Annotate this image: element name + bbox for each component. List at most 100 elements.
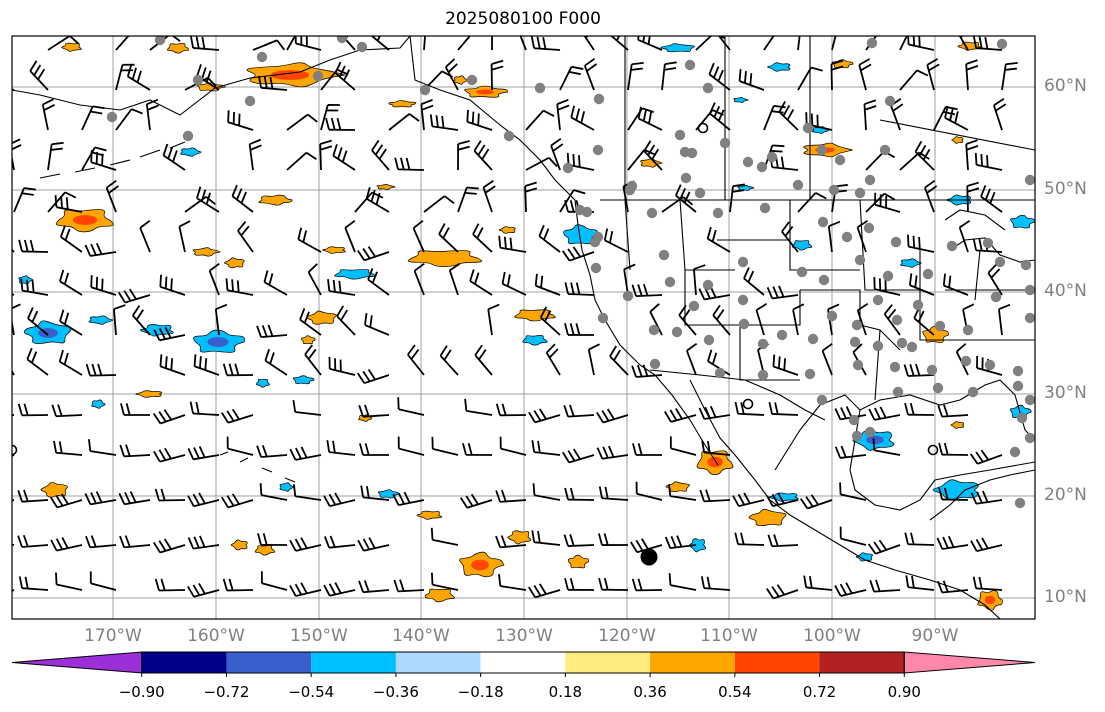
colorbar-segment bbox=[311, 652, 396, 673]
wind-barb bbox=[661, 61, 677, 91]
station-marker bbox=[312, 70, 324, 82]
wind-barb bbox=[59, 309, 83, 336]
wind-barb bbox=[393, 579, 425, 593]
station-marker bbox=[852, 359, 864, 371]
wind-barb bbox=[610, 36, 629, 51]
station-marker bbox=[984, 359, 996, 371]
colorbar-segment bbox=[734, 652, 820, 673]
colorbar-tick-label: 0.54 bbox=[718, 683, 752, 701]
station-marker bbox=[1014, 497, 1026, 509]
latitude-label: 20°N bbox=[1044, 485, 1087, 505]
wind-barb bbox=[17, 534, 49, 548]
coastline-segment bbox=[574, 199, 656, 376]
station-marker bbox=[816, 394, 828, 406]
positive-anomaly-area bbox=[322, 246, 346, 254]
wind-barb bbox=[495, 535, 527, 549]
wind-barb bbox=[498, 235, 527, 253]
station-marker bbox=[807, 333, 819, 345]
station-marker bbox=[154, 36, 166, 46]
negative-anomaly-area bbox=[292, 375, 315, 385]
wind-barb bbox=[323, 582, 356, 597]
wind-barb bbox=[115, 108, 144, 131]
wind-barb bbox=[187, 446, 220, 461]
coastline-segment bbox=[849, 409, 1035, 511]
positive-anomaly-area bbox=[696, 450, 734, 476]
wind-barb bbox=[444, 58, 459, 91]
station-marker bbox=[1012, 365, 1024, 377]
wind-barb bbox=[583, 57, 598, 91]
colorbar-tick-label: 0.72 bbox=[802, 683, 837, 701]
wind-barb bbox=[993, 97, 1007, 131]
station-marker bbox=[851, 430, 863, 442]
wind-barb bbox=[51, 404, 83, 418]
wind-barb bbox=[559, 65, 584, 91]
station-marker bbox=[863, 222, 875, 234]
station-marker bbox=[818, 274, 830, 286]
wind-barb bbox=[58, 349, 83, 376]
station-marker bbox=[834, 154, 846, 166]
wind-barb bbox=[225, 278, 254, 296]
station-marker bbox=[742, 156, 754, 168]
wind-barb bbox=[827, 220, 841, 253]
wind-barb bbox=[734, 532, 765, 546]
wind-barb bbox=[668, 484, 697, 501]
wind-barb bbox=[292, 399, 322, 416]
wind-barb bbox=[712, 304, 731, 336]
wind-barb bbox=[360, 485, 390, 501]
station-marker bbox=[996, 38, 1008, 50]
station-marker bbox=[688, 300, 700, 312]
wind-barb bbox=[550, 137, 564, 171]
wind-barb bbox=[570, 105, 595, 131]
station-marker bbox=[890, 236, 902, 248]
station-marker bbox=[1024, 312, 1035, 324]
latitude-label: 60°N bbox=[1044, 76, 1087, 96]
wind-barb bbox=[965, 139, 979, 171]
wind-barb bbox=[970, 537, 1003, 553]
wind-barb bbox=[430, 572, 459, 591]
negative-anomaly-area bbox=[767, 62, 791, 72]
wind-barb bbox=[904, 402, 935, 416]
wind-barb bbox=[430, 527, 459, 546]
station-marker bbox=[1024, 432, 1035, 444]
map-frame bbox=[11, 35, 1036, 620]
wind-barb bbox=[635, 481, 663, 501]
center-marker bbox=[640, 548, 658, 566]
wind-barb bbox=[289, 446, 322, 461]
wind-barb bbox=[649, 303, 663, 336]
wind-barb bbox=[457, 186, 479, 213]
wind-barb bbox=[797, 192, 827, 213]
wind-barb bbox=[227, 110, 254, 131]
wind-barb bbox=[561, 246, 595, 262]
station-marker bbox=[649, 358, 661, 370]
wind-barb bbox=[596, 408, 629, 424]
positive-anomaly-area bbox=[224, 257, 245, 269]
wind-barb bbox=[972, 36, 1003, 51]
wind-barb bbox=[765, 584, 799, 600]
wind-barb bbox=[936, 535, 969, 550]
station-marker bbox=[737, 294, 749, 306]
wind-barb bbox=[356, 246, 390, 262]
map-title: 2025080100 F000 bbox=[445, 9, 601, 29]
wind-barb bbox=[631, 283, 663, 298]
wind-barb bbox=[286, 36, 309, 51]
wind-barb bbox=[717, 36, 731, 51]
positive-anomaly-area bbox=[167, 43, 189, 54]
wind-barb bbox=[327, 279, 356, 296]
wind-barb bbox=[834, 582, 867, 597]
station-marker bbox=[466, 74, 478, 86]
wind-barb bbox=[154, 578, 186, 592]
wind-barb bbox=[905, 575, 935, 591]
station-marker bbox=[336, 36, 348, 44]
station-marker bbox=[712, 207, 724, 219]
wind-barb bbox=[429, 114, 459, 131]
wind-barb bbox=[564, 577, 595, 591]
colorbar-segment bbox=[565, 652, 651, 673]
wind-barb bbox=[942, 273, 969, 296]
wind-barb bbox=[482, 179, 496, 213]
positive-anomaly-area bbox=[258, 194, 293, 206]
positive-anomaly-area bbox=[459, 551, 505, 578]
wind-barb bbox=[365, 186, 390, 213]
colorbar-tick-label: −0.72 bbox=[203, 683, 250, 701]
colorbar-segment bbox=[480, 652, 566, 673]
wind-barb bbox=[13, 187, 37, 213]
